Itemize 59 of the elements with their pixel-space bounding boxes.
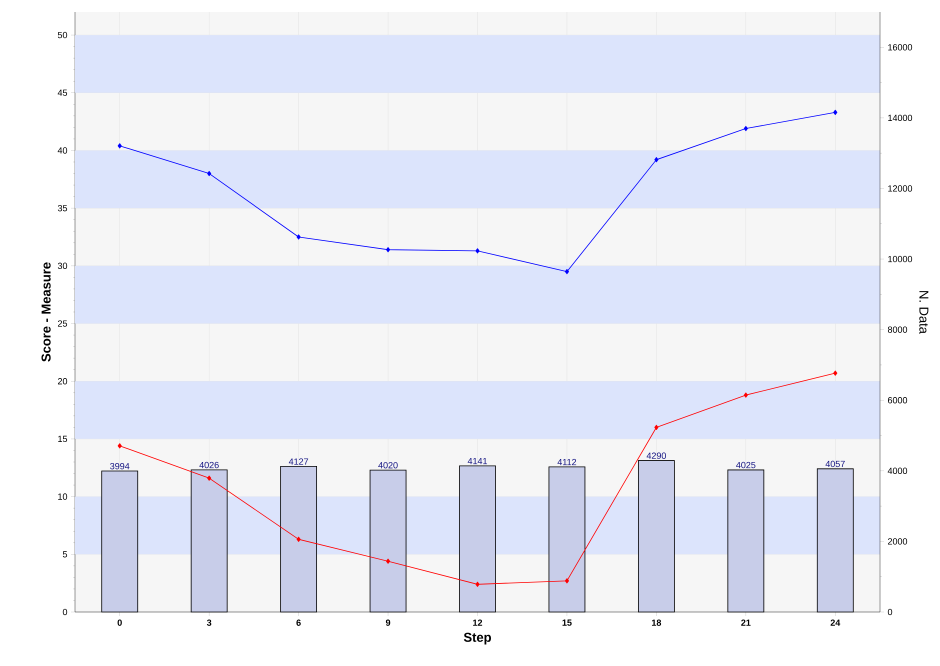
y-tick-label: 45 bbox=[58, 90, 68, 96]
y2-tick-label: 8000 bbox=[888, 326, 908, 333]
y2-tick-label: 16000 bbox=[888, 44, 912, 50]
data-label: 4020 bbox=[378, 462, 398, 468]
y2-tick-label: 12000 bbox=[888, 185, 912, 192]
data-label: 4112 bbox=[558, 458, 576, 466]
point bbox=[564, 269, 569, 274]
y-tick-label: 25 bbox=[58, 320, 68, 327]
point bbox=[475, 582, 480, 587]
y-tick-label: 10 bbox=[58, 493, 68, 500]
point bbox=[118, 143, 122, 148]
point bbox=[296, 234, 301, 240]
point bbox=[296, 536, 301, 542]
y-tick-label: 0 bbox=[62, 608, 68, 616]
point bbox=[386, 558, 390, 564]
y-tick-label: 20 bbox=[58, 378, 68, 384]
point bbox=[386, 247, 390, 252]
data-label: 4025 bbox=[736, 462, 756, 468]
y-tick-label: 35 bbox=[58, 204, 68, 212]
x-tick-label: 6 bbox=[296, 620, 301, 626]
y2-tick-label: 4000 bbox=[888, 468, 908, 474]
x-tick-label: 15 bbox=[562, 620, 572, 626]
data-label: 4290 bbox=[646, 452, 666, 459]
y2-axis-title: N. Data bbox=[919, 291, 928, 334]
point bbox=[744, 392, 748, 398]
data-label: 4127 bbox=[288, 458, 308, 465]
point bbox=[654, 157, 658, 162]
x-tick-label: 3 bbox=[206, 620, 212, 626]
x-tick-label: 18 bbox=[652, 620, 662, 626]
y2-tick-label: 0 bbox=[888, 608, 892, 616]
point bbox=[475, 248, 480, 254]
y2-tick-label: 14000 bbox=[888, 114, 912, 122]
y-tick-label: 40 bbox=[58, 147, 68, 154]
point bbox=[207, 476, 212, 481]
y-axis-title: Score - Measure bbox=[41, 262, 51, 362]
y-tick-label: 50 bbox=[58, 32, 68, 38]
point bbox=[654, 424, 658, 430]
data-label: 3994 bbox=[110, 462, 130, 470]
point bbox=[564, 578, 569, 584]
x-tick-label: 9 bbox=[386, 620, 390, 626]
x-tick-label: 24 bbox=[830, 620, 840, 626]
point bbox=[833, 110, 838, 115]
point bbox=[118, 443, 122, 448]
x-tick-label: 21 bbox=[741, 620, 751, 626]
x-tick-label: 0 bbox=[118, 620, 122, 626]
y-tick-label: 15 bbox=[58, 436, 68, 442]
y-tick-label: 30 bbox=[58, 262, 68, 270]
y2-tick-label: 2000 bbox=[888, 538, 908, 545]
point bbox=[207, 170, 212, 176]
data-label: 4026 bbox=[199, 462, 219, 468]
data-label: 4141 bbox=[468, 458, 488, 464]
point bbox=[744, 126, 748, 132]
point bbox=[833, 370, 838, 376]
y-tick-label: 5 bbox=[62, 551, 68, 558]
y2-tick-label: 10000 bbox=[888, 256, 912, 262]
data-label: 4057 bbox=[826, 460, 845, 468]
y2-tick-label: 6000 bbox=[888, 397, 908, 404]
x-tick-label: 12 bbox=[473, 620, 482, 626]
x-axis-title: Step bbox=[464, 632, 491, 644]
